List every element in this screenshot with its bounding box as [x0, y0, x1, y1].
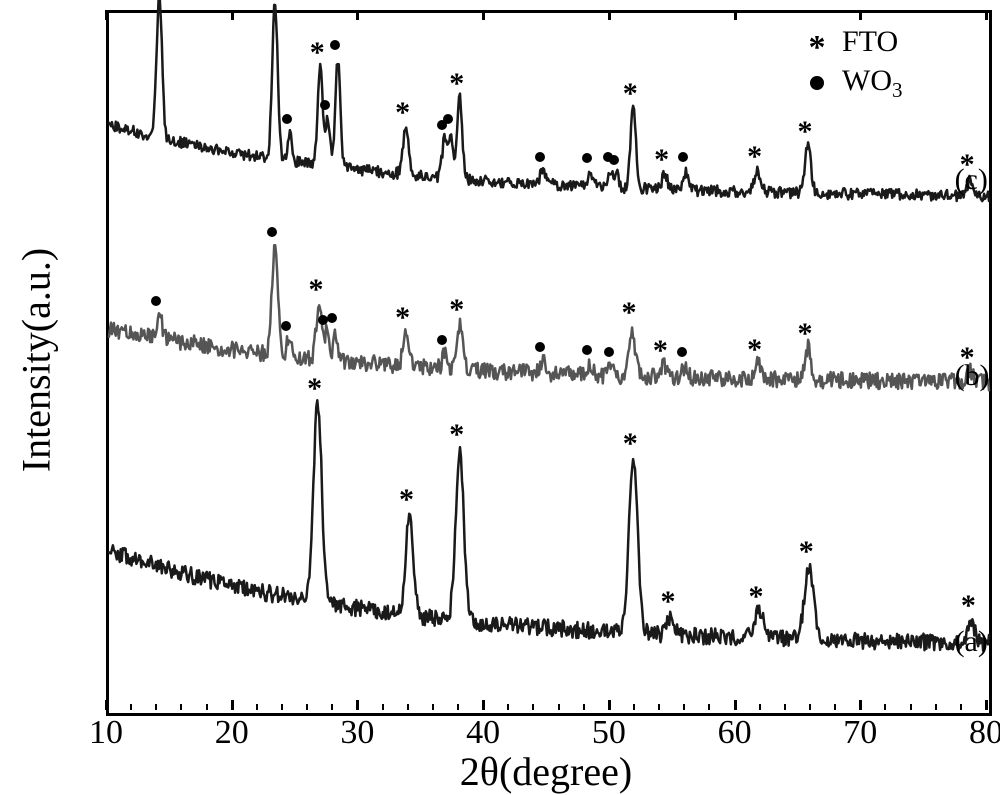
x-minor-tick: [960, 704, 962, 710]
curve-label-c: (c): [955, 163, 988, 197]
dot-marker-icon: [810, 76, 824, 90]
x-tick-top: [608, 10, 611, 20]
x-tick: [105, 700, 108, 710]
x-minor-tick: [809, 704, 811, 710]
legend-label: FTO: [842, 22, 898, 61]
peak-marker-dot: [281, 321, 291, 331]
x-tick-label: 60: [718, 714, 752, 752]
x-minor-tick: [281, 704, 283, 710]
x-minor-tick: [683, 704, 685, 710]
x-minor-tick: [457, 704, 459, 710]
plot-svg: [109, 13, 989, 713]
x-minor-tick: [306, 704, 308, 710]
plot-frame: [106, 10, 992, 716]
x-minor-tick: [382, 704, 384, 710]
x-tick-top: [734, 10, 737, 20]
x-tick-top: [482, 10, 485, 20]
x-minor-tick: [784, 704, 786, 710]
x-minor-tick: [834, 704, 836, 710]
x-tick-label: 30: [340, 714, 374, 752]
x-minor-tick: [180, 704, 182, 710]
peak-marker-dot: [320, 100, 330, 110]
xrd-plot: Intensity(a.u.) 2θ(degree) *FTOWO3 10203…: [0, 0, 1000, 789]
peak-marker-dot: [330, 40, 340, 50]
x-minor-tick: [583, 704, 585, 710]
x-tick: [608, 700, 611, 710]
x-tick-top: [356, 10, 359, 20]
x-minor-tick: [910, 704, 912, 710]
x-axis-label: 2θ(degree): [460, 748, 632, 795]
curve-label-a: (a): [955, 625, 988, 659]
x-minor-tick: [633, 704, 635, 710]
x-tick: [482, 700, 485, 710]
legend-item: *FTO: [806, 22, 902, 61]
x-tick-label: 40: [466, 714, 500, 752]
peak-marker-dot: [604, 347, 614, 357]
x-minor-tick: [155, 704, 157, 710]
peak-marker-dot: [535, 342, 545, 352]
peak-marker-dot: [437, 335, 447, 345]
x-tick-top: [985, 10, 988, 20]
trace-b: [109, 245, 989, 390]
x-minor-tick: [558, 704, 560, 710]
x-tick: [734, 700, 737, 710]
asterisk-marker-icon: *: [806, 31, 828, 65]
x-minor-tick: [708, 704, 710, 710]
x-minor-tick: [256, 704, 258, 710]
x-minor-tick: [507, 704, 509, 710]
legend-label: WO3: [842, 61, 902, 104]
x-minor-tick: [759, 704, 761, 710]
x-tick: [859, 700, 862, 710]
x-minor-tick: [658, 704, 660, 710]
x-minor-tick: [432, 704, 434, 710]
x-minor-tick: [407, 704, 409, 710]
x-tick-label: 70: [843, 714, 877, 752]
x-tick-label: 50: [592, 714, 626, 752]
curve-label-b: (b): [955, 359, 990, 393]
y-axis-label: Intensity(a.u.): [13, 248, 60, 472]
x-tick-top: [859, 10, 862, 20]
x-minor-tick: [130, 704, 132, 710]
x-minor-tick: [532, 704, 534, 710]
trace-a: [109, 400, 989, 650]
x-minor-tick: [884, 704, 886, 710]
legend-item: WO3: [806, 61, 902, 104]
x-tick: [985, 700, 988, 710]
peak-marker-dot: [443, 114, 453, 124]
x-tick-label: 20: [215, 714, 249, 752]
x-tick-top: [105, 10, 108, 20]
x-minor-tick: [935, 704, 937, 710]
x-tick-label: 10: [89, 714, 123, 752]
x-tick-label: 80: [969, 714, 1000, 752]
legend: *FTOWO3: [806, 22, 902, 104]
peak-marker-dot: [267, 227, 277, 237]
x-tick: [356, 700, 359, 710]
x-tick: [231, 700, 234, 710]
x-minor-tick: [206, 704, 208, 710]
x-minor-tick: [331, 704, 333, 710]
x-tick-top: [231, 10, 234, 20]
